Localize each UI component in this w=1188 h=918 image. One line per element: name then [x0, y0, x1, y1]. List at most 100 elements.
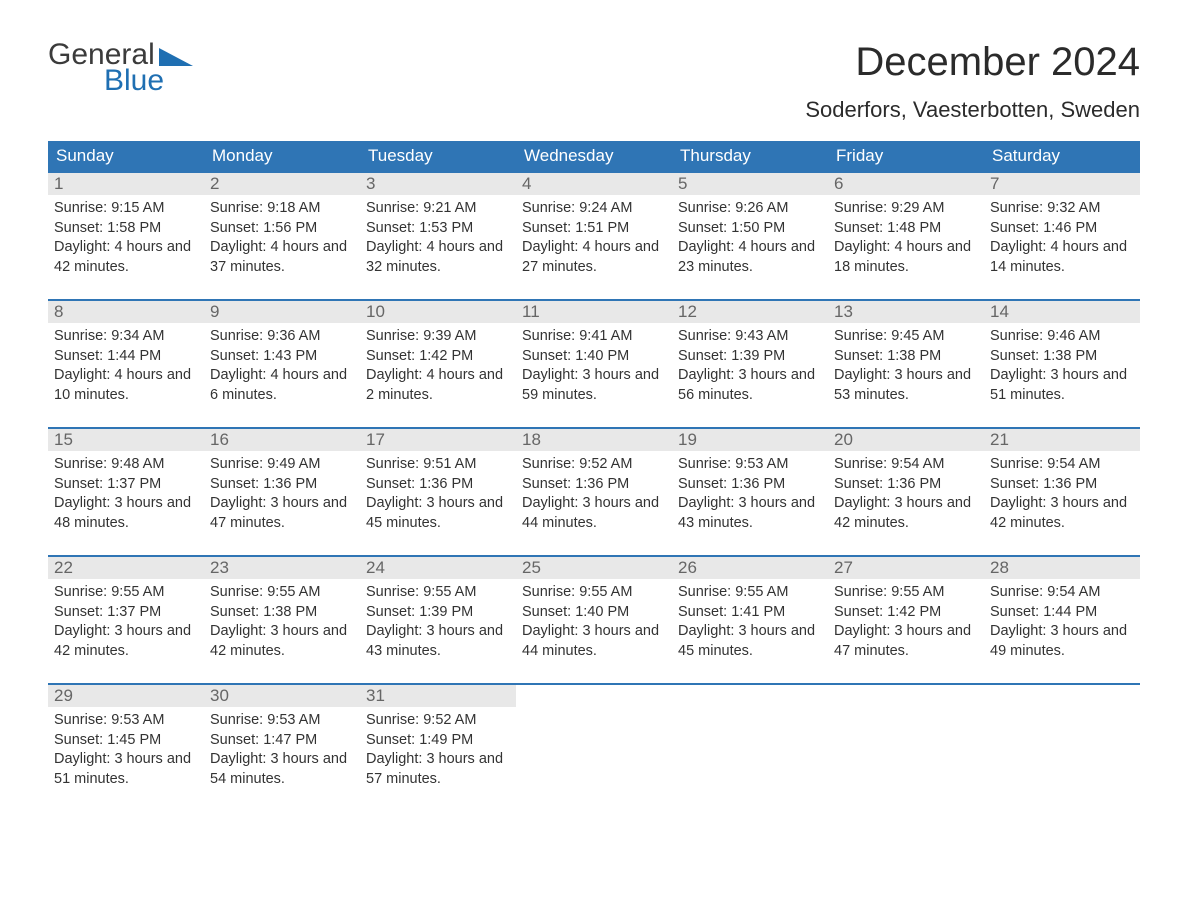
daylight-line: Daylight: 3 hours and 45 minutes. [366, 495, 503, 531]
sunset-line: Sunset: 1:36 PM [678, 476, 785, 492]
logo: General Blue [48, 40, 193, 96]
calendar-cell: 20Sunrise: 9:54 AMSunset: 1:36 PMDayligh… [828, 428, 984, 556]
sunrise-line: Sunrise: 9:29 AM [834, 200, 944, 216]
sunrise-line: Sunrise: 9:52 AM [366, 712, 476, 728]
calendar-cell: 8Sunrise: 9:34 AMSunset: 1:44 PMDaylight… [48, 300, 204, 428]
sunset-line: Sunset: 1:39 PM [366, 604, 473, 620]
day-number: 1 [48, 173, 204, 195]
sunrise-line: Sunrise: 9:48 AM [54, 456, 164, 472]
sunset-line: Sunset: 1:49 PM [366, 732, 473, 748]
day-details: Sunrise: 9:55 AMSunset: 1:39 PMDaylight:… [360, 579, 516, 667]
calendar-cell: 3Sunrise: 9:21 AMSunset: 1:53 PMDaylight… [360, 172, 516, 300]
daylight-line: Daylight: 3 hours and 44 minutes. [522, 623, 659, 659]
header: General Blue December 2024 Soderfors, Va… [48, 40, 1140, 133]
daylight-line: Daylight: 3 hours and 53 minutes. [834, 367, 971, 403]
day-number: 9 [204, 301, 360, 323]
calendar-cell: 18Sunrise: 9:52 AMSunset: 1:36 PMDayligh… [516, 428, 672, 556]
sunrise-line: Sunrise: 9:55 AM [210, 584, 320, 600]
day-number: 30 [204, 685, 360, 707]
sunset-line: Sunset: 1:36 PM [834, 476, 941, 492]
page-title: December 2024 [805, 40, 1140, 85]
sunset-line: Sunset: 1:42 PM [834, 604, 941, 620]
sunrise-line: Sunrise: 9:24 AM [522, 200, 632, 216]
daylight-line: Daylight: 4 hours and 32 minutes. [366, 239, 503, 275]
sunrise-line: Sunrise: 9:26 AM [678, 200, 788, 216]
day-number: 10 [360, 301, 516, 323]
daylight-line: Daylight: 4 hours and 6 minutes. [210, 367, 347, 403]
day-number: 28 [984, 557, 1140, 579]
sunset-line: Sunset: 1:43 PM [210, 348, 317, 364]
calendar-cell: 6Sunrise: 9:29 AMSunset: 1:48 PMDaylight… [828, 172, 984, 300]
day-details: Sunrise: 9:51 AMSunset: 1:36 PMDaylight:… [360, 451, 516, 539]
sunset-line: Sunset: 1:56 PM [210, 220, 317, 236]
calendar-cell: 0 [516, 684, 672, 812]
sunrise-line: Sunrise: 9:45 AM [834, 328, 944, 344]
calendar-cell: 22Sunrise: 9:55 AMSunset: 1:37 PMDayligh… [48, 556, 204, 684]
daylight-line: Daylight: 3 hours and 42 minutes. [54, 623, 191, 659]
calendar-cell: 26Sunrise: 9:55 AMSunset: 1:41 PMDayligh… [672, 556, 828, 684]
day-number: 15 [48, 429, 204, 451]
calendar-cell: 15Sunrise: 9:48 AMSunset: 1:37 PMDayligh… [48, 428, 204, 556]
day-number: 23 [204, 557, 360, 579]
day-number: 20 [828, 429, 984, 451]
calendar-cell: 13Sunrise: 9:45 AMSunset: 1:38 PMDayligh… [828, 300, 984, 428]
sunset-line: Sunset: 1:44 PM [990, 604, 1097, 620]
location-subtitle: Soderfors, Vaesterbotten, Sweden [805, 97, 1140, 123]
sunset-line: Sunset: 1:41 PM [678, 604, 785, 620]
day-details [516, 707, 672, 717]
day-details [672, 707, 828, 717]
day-number: 8 [48, 301, 204, 323]
calendar-cell: 24Sunrise: 9:55 AMSunset: 1:39 PMDayligh… [360, 556, 516, 684]
day-number: 25 [516, 557, 672, 579]
daylight-line: Daylight: 4 hours and 37 minutes. [210, 239, 347, 275]
sunrise-line: Sunrise: 9:49 AM [210, 456, 320, 472]
day-number: 11 [516, 301, 672, 323]
sunset-line: Sunset: 1:45 PM [54, 732, 161, 748]
sunset-line: Sunset: 1:37 PM [54, 476, 161, 492]
day-details: Sunrise: 9:41 AMSunset: 1:40 PMDaylight:… [516, 323, 672, 411]
day-number: 27 [828, 557, 984, 579]
sunset-line: Sunset: 1:40 PM [522, 604, 629, 620]
sunset-line: Sunset: 1:44 PM [54, 348, 161, 364]
sunrise-line: Sunrise: 9:53 AM [678, 456, 788, 472]
day-details: Sunrise: 9:55 AMSunset: 1:42 PMDaylight:… [828, 579, 984, 667]
daylight-line: Daylight: 3 hours and 51 minutes. [54, 751, 191, 787]
sunrise-line: Sunrise: 9:54 AM [834, 456, 944, 472]
sunset-line: Sunset: 1:38 PM [990, 348, 1097, 364]
weekday-header: Wednesday [516, 141, 672, 172]
day-number: 6 [828, 173, 984, 195]
daylight-line: Daylight: 4 hours and 23 minutes. [678, 239, 815, 275]
weekday-header: Monday [204, 141, 360, 172]
day-number: 4 [516, 173, 672, 195]
day-details: Sunrise: 9:46 AMSunset: 1:38 PMDaylight:… [984, 323, 1140, 411]
day-details: Sunrise: 9:36 AMSunset: 1:43 PMDaylight:… [204, 323, 360, 411]
calendar-cell: 12Sunrise: 9:43 AMSunset: 1:39 PMDayligh… [672, 300, 828, 428]
day-number: 26 [672, 557, 828, 579]
calendar-cell: 17Sunrise: 9:51 AMSunset: 1:36 PMDayligh… [360, 428, 516, 556]
day-details: Sunrise: 9:24 AM Sunset: 1:51 PM Daylight:… [516, 195, 672, 283]
calendar-cell: 0 [828, 684, 984, 812]
day-details: Sunrise: 9:54 AMSunset: 1:36 PMDaylight:… [984, 451, 1140, 539]
day-number: 13 [828, 301, 984, 323]
sunset-line: Sunset: 1:48 PM [834, 220, 941, 236]
day-details: Sunrise: 9:18 AMSunset: 1:56 PMDaylight:… [204, 195, 360, 283]
calendar-cell: 9Sunrise: 9:36 AMSunset: 1:43 PMDaylight… [204, 300, 360, 428]
sunrise-line: Sunrise: 9:55 AM [522, 584, 632, 600]
day-number: 7 [984, 173, 1140, 195]
logo-word-2: Blue [104, 66, 193, 96]
daylight-line: Daylight: 3 hours and 44 minutes. [522, 495, 659, 531]
daylight-line: Daylight: 3 hours and 47 minutes. [834, 623, 971, 659]
calendar-cell: 0 [984, 684, 1140, 812]
day-number: 19 [672, 429, 828, 451]
day-number: 29 [48, 685, 204, 707]
day-details: Sunrise: 9:52 AMSunset: 1:36 PMDaylight:… [516, 451, 672, 539]
day-details: Sunrise: 9:55 AMSunset: 1:38 PMDaylight:… [204, 579, 360, 667]
daylight-line: Daylight: 4 hours and 42 minutes. [54, 239, 191, 275]
sunset-line: Sunset: 1:51 PM [522, 220, 629, 236]
calendar-cell: 4 Sunrise: 9:24 AM Sunset: 1:51 PM Daylight… [516, 172, 672, 300]
day-number: 2 [204, 173, 360, 195]
day-number: 14 [984, 301, 1140, 323]
sunset-line: Sunset: 1:38 PM [210, 604, 317, 620]
calendar-cell: 7Sunrise: 9:32 AMSunset: 1:46 PMDaylight… [984, 172, 1140, 300]
daylight-line: Daylight: 4 hours and 27 minutes. [522, 239, 659, 275]
